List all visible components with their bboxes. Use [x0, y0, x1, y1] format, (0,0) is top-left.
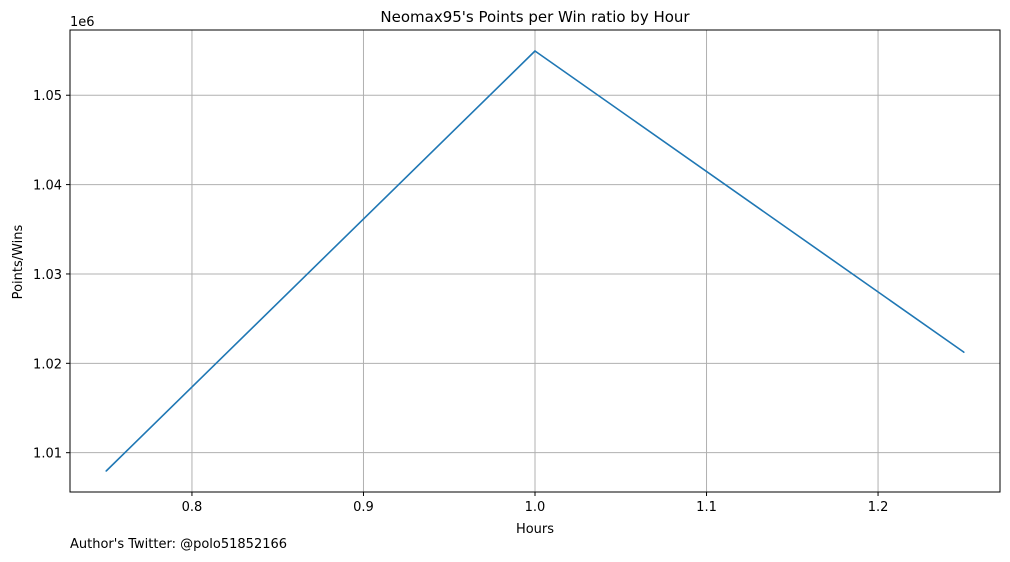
y-tick-label: 1.05	[33, 89, 62, 104]
x-tick-label: 1.1	[696, 500, 717, 515]
axis-ticks: 0.8 0.9 1.0 1.1 1.2 1.01 1.02 1.03 1.04 1.05	[33, 89, 888, 515]
x-tick-label: 0.9	[353, 500, 374, 515]
x-tick-label: 1.0	[525, 500, 546, 515]
y-tick-label: 1.01	[33, 447, 62, 462]
x-tick-label: 1.2	[868, 500, 889, 515]
y-tick-label: 1.04	[33, 179, 62, 194]
chart-title: Neomax95's Points per Win ratio by Hour	[380, 8, 690, 26]
x-axis-label: Hours	[516, 522, 554, 537]
author-credit: Author's Twitter: @polo51852166	[70, 537, 288, 552]
y-axis-label: Points/Wins	[11, 224, 26, 299]
data-point	[963, 351, 965, 353]
data-point	[105, 470, 107, 472]
y-tick-label: 1.02	[33, 357, 62, 372]
data-point	[534, 50, 536, 52]
x-tick-label: 0.8	[182, 500, 203, 515]
series-layer	[105, 50, 965, 472]
grid-lines	[70, 30, 1000, 492]
y-tick-label: 1.03	[33, 268, 62, 283]
y-axis-offset-label: 1e6	[70, 15, 95, 30]
